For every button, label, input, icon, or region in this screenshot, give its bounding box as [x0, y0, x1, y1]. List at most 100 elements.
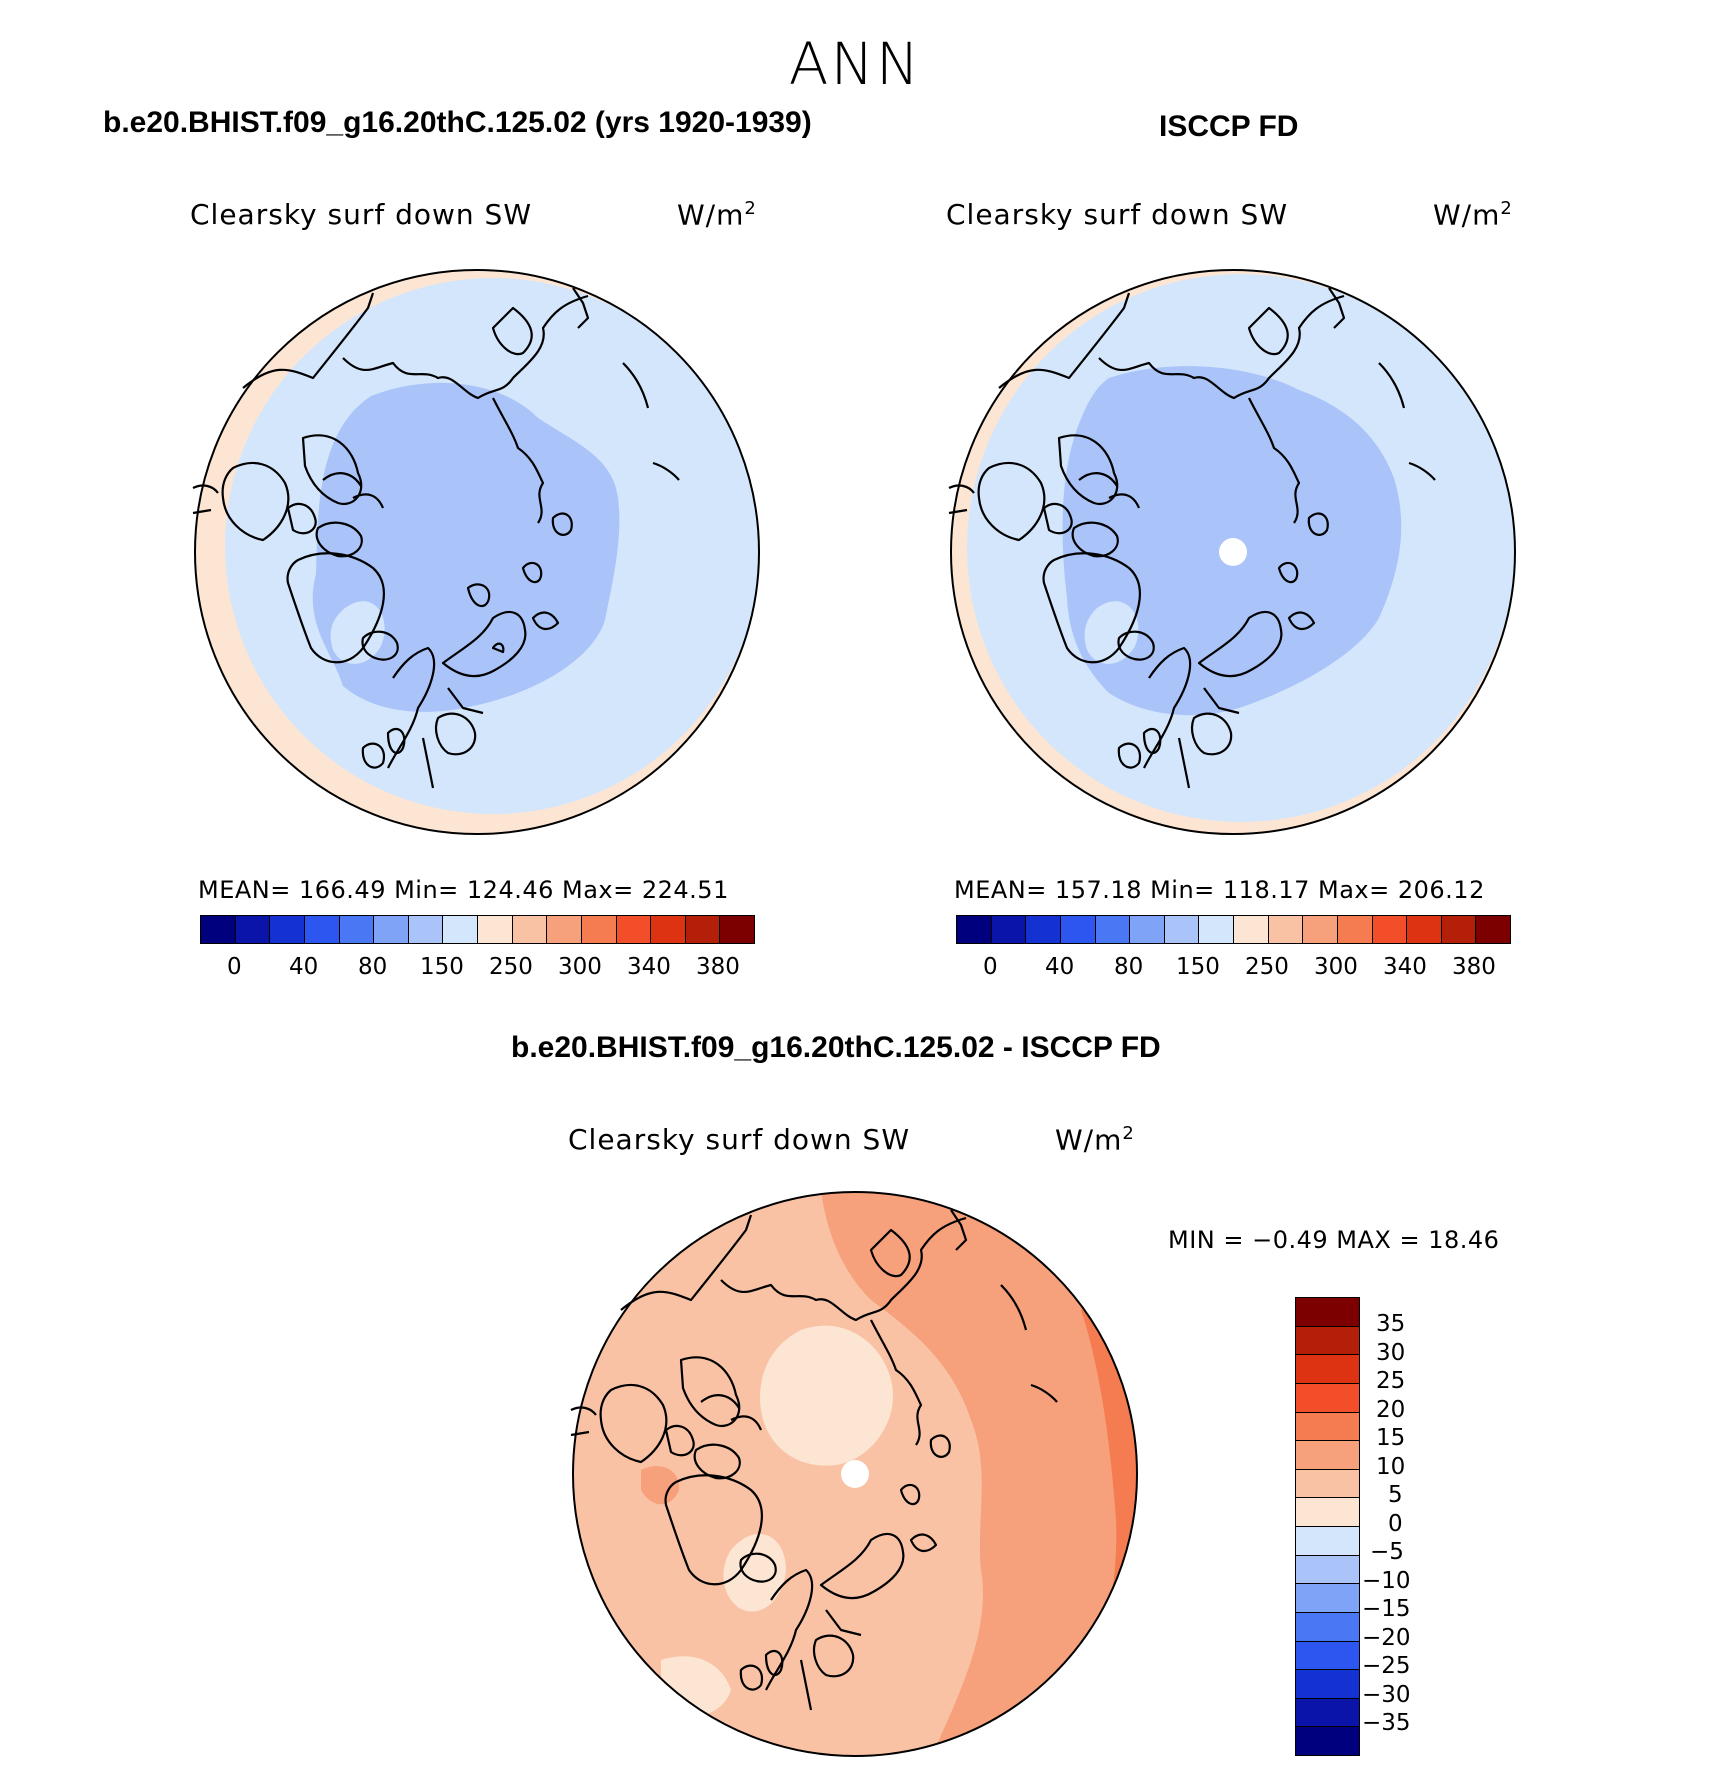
diff-colorbar-swatch — [1296, 1298, 1359, 1327]
colorbar-1-swatch — [512, 916, 548, 943]
colorbar-2-swatch — [1268, 916, 1304, 943]
map-1-greenland-zone — [330, 601, 385, 664]
diff-map-moderate-zone — [641, 1466, 680, 1505]
colorbar-1-tick: 380 — [696, 954, 740, 980]
diff-colorbar-tick: 30 — [1376, 1340, 1406, 1366]
panel-2-units: W/m2 — [1433, 198, 1513, 232]
diff-colorbar-tick: 0 — [1388, 1511, 1403, 1537]
colorbar-2-swatch — [957, 916, 992, 943]
diff-colorbar-swatch — [1296, 1441, 1359, 1470]
diff-colorbar-swatch — [1296, 1584, 1359, 1613]
diff-colorbar-tick: −10 — [1362, 1568, 1411, 1594]
diff-map-boundary — [572, 1191, 1138, 1757]
colorbar-2-swatch — [1026, 916, 1061, 943]
diff-colorbar-swatch — [1296, 1527, 1359, 1556]
diff-colorbar — [1295, 1297, 1360, 1756]
colorbar-1-swatch — [651, 916, 686, 943]
colorbar-2-swatch — [1407, 916, 1442, 943]
colorbar-2-swatch — [1095, 916, 1131, 943]
map-2-pole-missing-data — [1219, 538, 1247, 566]
map-1-arctic-basin-zone — [312, 382, 620, 712]
panel-2-colorbar — [956, 915, 1511, 944]
colorbar-1-swatch — [304, 916, 340, 943]
diff-colorbar-tick: −5 — [1370, 1539, 1404, 1565]
panel-1-variable: Clearsky surf down SW — [190, 198, 533, 231]
colorbar-1-swatch — [616, 916, 652, 943]
colorbar-2-swatch — [1476, 916, 1510, 943]
colorbar-1-swatch — [720, 916, 754, 943]
diff-colorbar-tick: −35 — [1362, 1710, 1411, 1736]
diff-colorbar-tick: −15 — [1362, 1596, 1411, 1622]
colorbar-1-swatch — [270, 916, 305, 943]
colorbar-1-swatch — [478, 916, 513, 943]
colorbar-2-tick: 80 — [1114, 954, 1144, 980]
colorbar-1-tick: 40 — [289, 954, 319, 980]
colorbar-2-tick: 0 — [983, 954, 998, 980]
colorbar-2-tick: 40 — [1045, 954, 1075, 980]
map-1-boundary — [194, 269, 760, 835]
panel-1-polar-map — [192, 269, 760, 835]
colorbar-2-swatch — [1234, 916, 1269, 943]
colorbar-1-tick: 300 — [558, 954, 602, 980]
diff-colorbar-tick: 5 — [1388, 1482, 1403, 1508]
panel-1-units: W/m2 — [677, 198, 757, 232]
colorbar-1-swatch — [201, 916, 236, 943]
diff-panel-units: W/m2 — [1055, 1123, 1135, 1157]
colorbar-2-swatch — [1372, 916, 1408, 943]
diff-colorbar-swatch — [1296, 1727, 1359, 1755]
diff-colorbar-swatch — [1296, 1555, 1359, 1585]
map-2-coastlines — [948, 287, 1436, 789]
colorbar-1-swatch — [581, 916, 617, 943]
diff-colorbar-tick: 35 — [1376, 1311, 1406, 1337]
panel-1-colorbar — [200, 915, 755, 944]
colorbar-1-tick: 80 — [358, 954, 388, 980]
panel-2-stats: MEAN= 157.18 Min= 118.17 Max= 206.12 — [954, 876, 1485, 904]
colorbar-1-tick: 340 — [627, 954, 671, 980]
diff-colorbar-tick: 25 — [1376, 1368, 1406, 1394]
diff-panel-stats: MIN = −0.49 MAX = 18.46 — [1168, 1226, 1500, 1254]
diff-colorbar-swatch — [1296, 1383, 1359, 1413]
diff-panel-variable: Clearsky surf down SW — [568, 1123, 911, 1156]
diff-map-coastlines — [570, 1209, 1058, 1711]
colorbar-1-swatch — [374, 916, 409, 943]
colorbar-2-swatch — [1303, 916, 1338, 943]
colorbar-2-tick: 300 — [1314, 954, 1358, 980]
diff-colorbar-swatch — [1296, 1498, 1359, 1527]
diff-colorbar-tick: −20 — [1362, 1625, 1411, 1651]
diff-colorbar-tick: 10 — [1376, 1454, 1406, 1480]
colorbar-2-swatch — [1164, 916, 1200, 943]
figure-title: ANN — [788, 30, 922, 98]
colorbar-1-swatch — [547, 916, 582, 943]
diff-colorbar-tick: −25 — [1362, 1653, 1411, 1679]
panel-2-polar-map — [948, 269, 1516, 835]
diff-map-pole-missing-data — [841, 1460, 869, 1488]
colorbar-2-swatch — [1337, 916, 1373, 943]
diff-colorbar-swatch — [1296, 1670, 1359, 1699]
diff-colorbar-swatch — [1296, 1698, 1359, 1728]
panel-2-title: ISCCP FD — [1159, 110, 1299, 143]
panel-1-title: b.e20.BHIST.f09_g16.20thC.125.02 (yrs 19… — [103, 106, 812, 139]
colorbar-1-swatch — [408, 916, 444, 943]
diff-colorbar-tick: 20 — [1376, 1397, 1406, 1423]
colorbar-2-swatch — [1060, 916, 1096, 943]
diff-colorbar-swatch — [1296, 1326, 1359, 1356]
diff-map-low-zone — [760, 1325, 893, 1466]
diff-colorbar-swatch — [1296, 1355, 1359, 1384]
diff-map-moderate-zone — [821, 1192, 1137, 1756]
colorbar-1-tick: 0 — [227, 954, 242, 980]
colorbar-1-swatch — [235, 916, 271, 943]
diff-colorbar-swatch — [1296, 1641, 1359, 1671]
map-1-coastlines — [192, 287, 680, 789]
diff-panel-title: b.e20.BHIST.f09_g16.20thC.125.02 - ISCCP… — [511, 1031, 1161, 1064]
colorbar-2-tick: 340 — [1383, 954, 1427, 980]
colorbar-1-swatch — [339, 916, 375, 943]
diff-colorbar-tick: −30 — [1362, 1682, 1411, 1708]
diff-colorbar-swatch — [1296, 1612, 1359, 1642]
colorbar-2-swatch — [1130, 916, 1165, 943]
colorbar-2-swatch — [1441, 916, 1477, 943]
colorbar-1-swatch — [443, 916, 478, 943]
colorbar-1-tick: 250 — [489, 954, 533, 980]
colorbar-1-swatch — [685, 916, 721, 943]
colorbar-2-tick: 150 — [1176, 954, 1220, 980]
colorbar-2-swatch — [991, 916, 1027, 943]
